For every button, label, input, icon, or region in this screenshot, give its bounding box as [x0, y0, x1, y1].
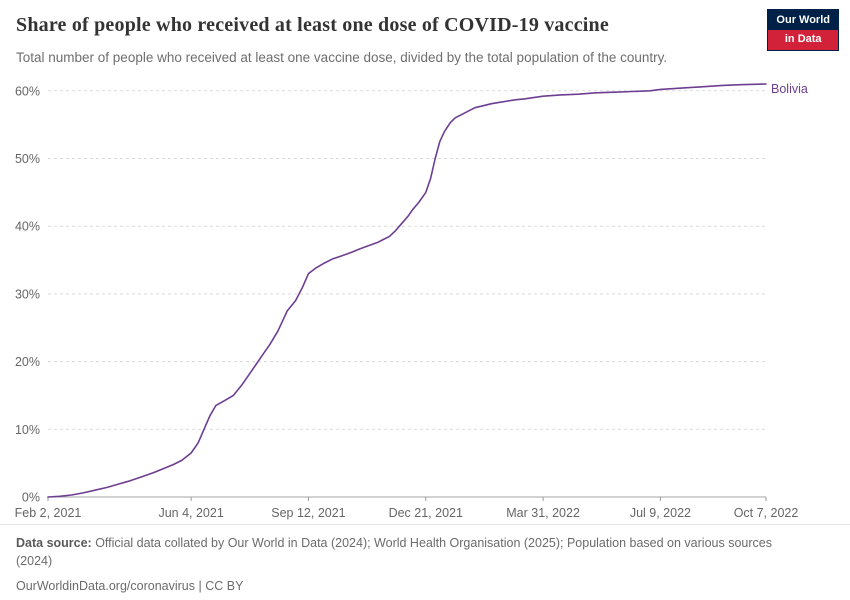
series-line-bolivia	[47, 83, 767, 498]
owid-logo: Our World in Data	[768, 10, 838, 50]
chart-title: Share of people who received at least on…	[16, 14, 609, 36]
license-text: | CC BY	[195, 579, 244, 594]
x-tick-label: Mar 31, 2022	[506, 506, 580, 520]
credit-line: OurWorldinData.org/coronavirus | CC BY	[16, 577, 834, 595]
y-tick-label: 50%	[15, 152, 40, 166]
owid-logo-line1: Our World	[776, 14, 830, 26]
x-tick-label: Dec 21, 2021	[389, 506, 463, 520]
y-tick-label: 30%	[15, 287, 40, 301]
owid-logo-line2: in Data	[768, 30, 838, 50]
chart-subtitle: Total number of people who received at l…	[16, 50, 668, 65]
y-tick-label: 20%	[15, 355, 40, 369]
x-tick-label: Oct 7, 2022	[734, 506, 799, 520]
y-tick-label: 0%	[22, 491, 40, 505]
data-source-note: Data source: Official data collated by O…	[16, 534, 806, 570]
x-tick-label: Jun 4, 2021	[158, 506, 223, 520]
chart-footer: Data source: Official data collated by O…	[0, 524, 850, 595]
data-source-text: Official data collated by Our World in D…	[16, 536, 772, 569]
y-tick-label: 40%	[15, 220, 40, 234]
x-tick-label: Jul 9, 2022	[630, 506, 691, 520]
data-source-label: Data source:	[16, 536, 92, 550]
y-tick-label: 10%	[15, 423, 40, 437]
x-tick-label: Feb 2, 2021	[15, 506, 82, 520]
line-chart: 0% 10% 20% 30% 40% 50% 60% Feb 2, 2021 Jun 4, 20…	[15, 83, 799, 520]
y-tick-label: 60%	[15, 84, 40, 98]
series-label-bolivia: Bolivia	[771, 82, 808, 96]
owid-coronavirus-link[interactable]: OurWorldinData.org/coronavirus	[16, 579, 196, 594]
x-tick-label: Sep 12, 2021	[271, 506, 345, 520]
